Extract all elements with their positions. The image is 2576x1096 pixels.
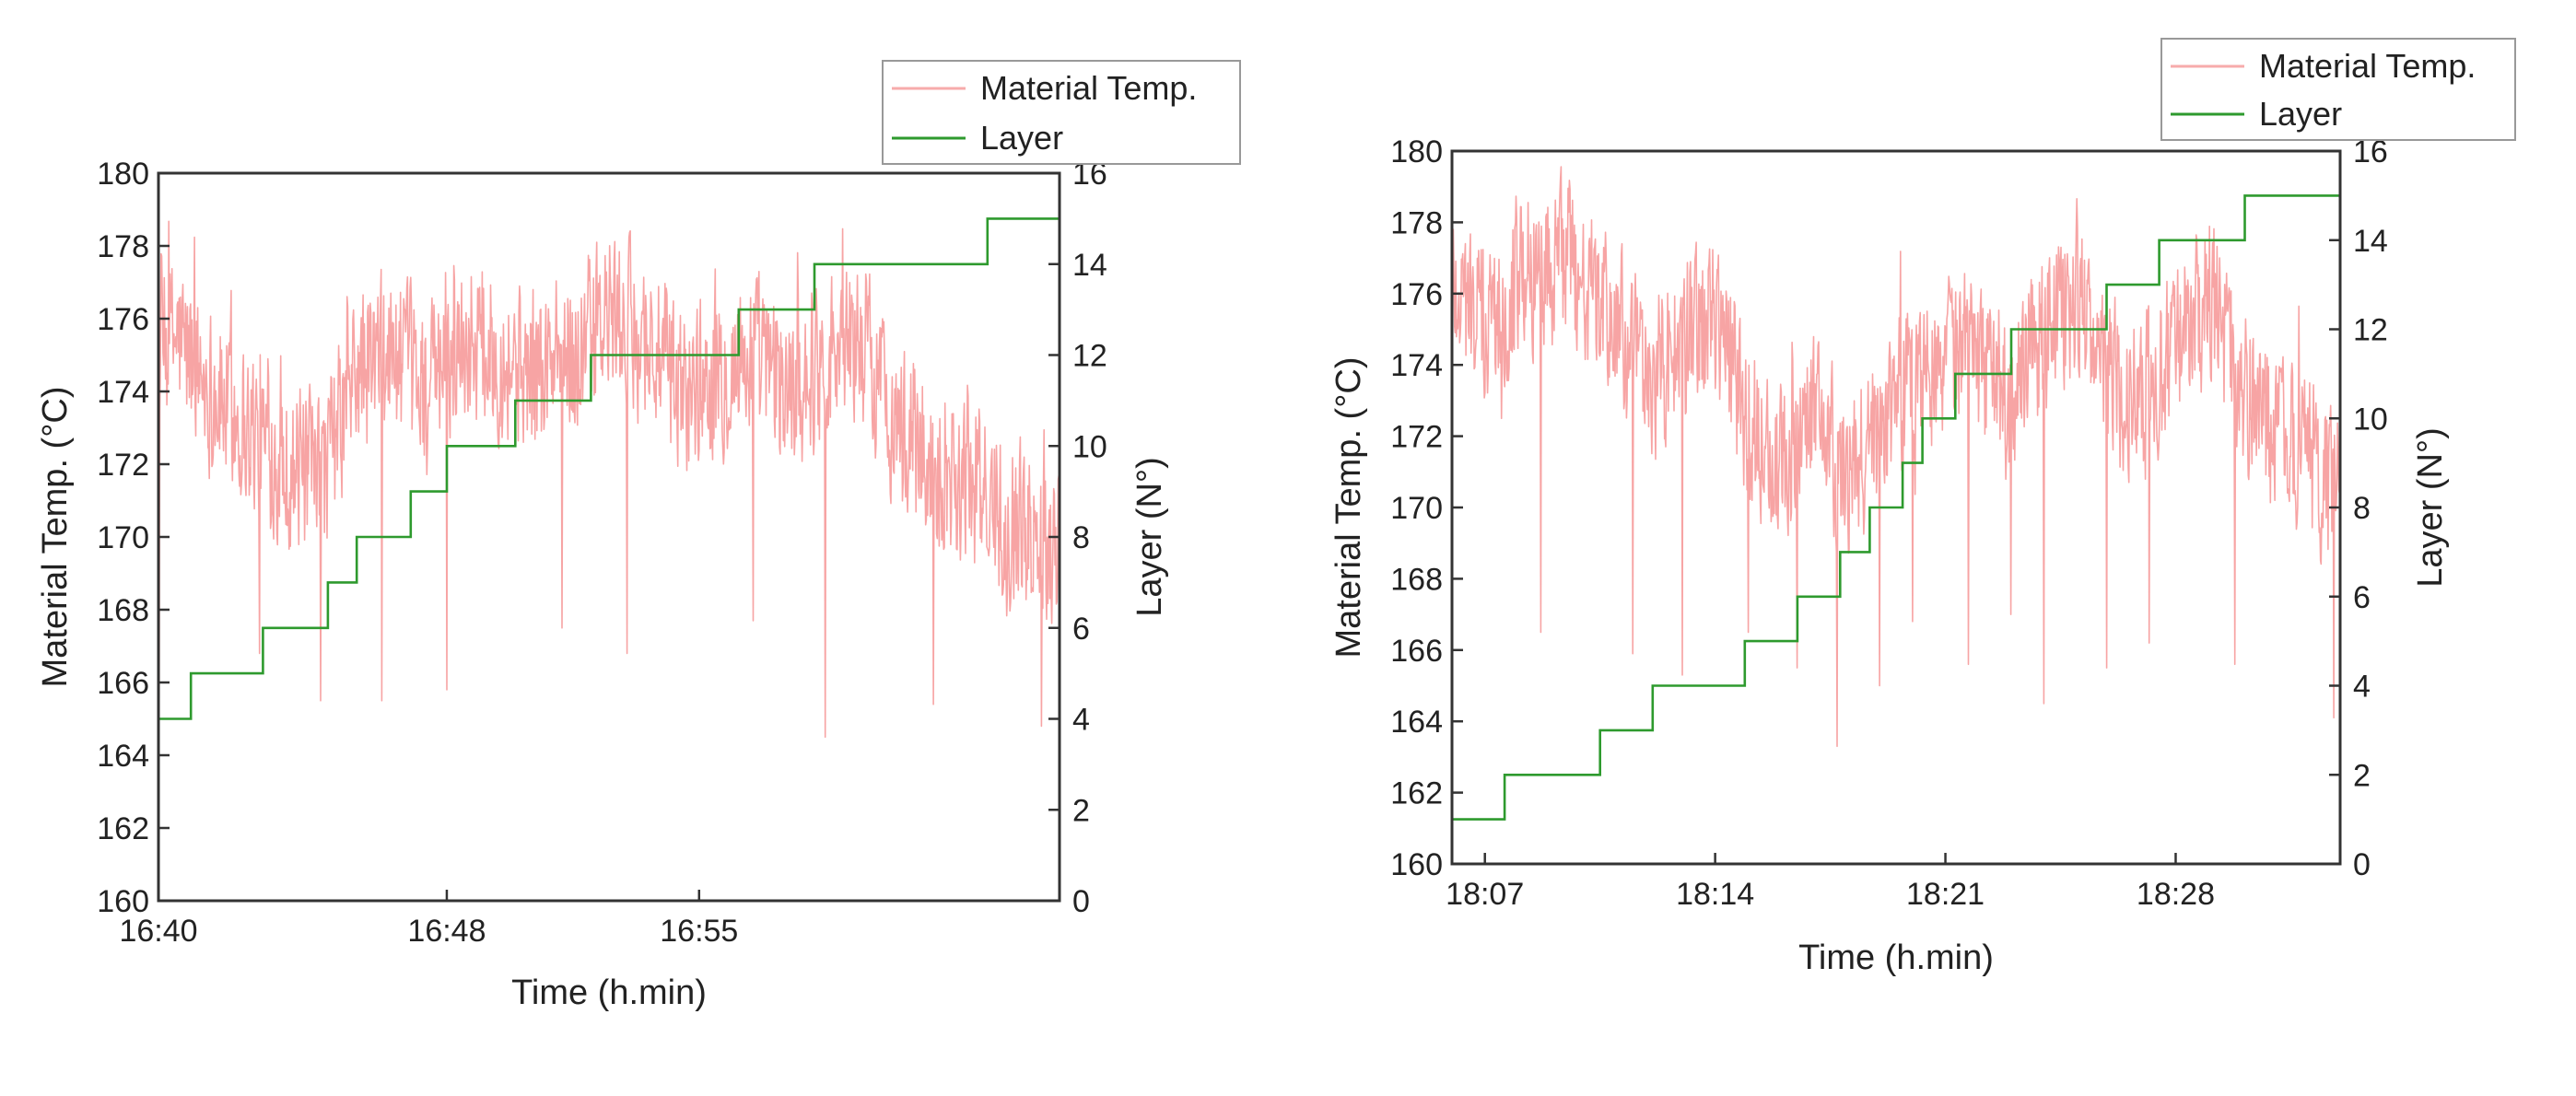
axes-left: 160 162 164 166 168 170 172 174 176 178 180 0 2 4 6 8 10… [97, 157, 1107, 949]
y2-tick-label-left-14: 14 [1072, 248, 1107, 283]
y-tick-label-left-176: 176 [97, 302, 149, 337]
layer-series-line-left [157, 217, 1060, 856]
y-axis-title-left: Material Temp. (°C) [36, 386, 75, 687]
legend-box-left [882, 60, 1241, 165]
y2-tick-label-left-4: 4 [1072, 703, 1090, 738]
x-tick-label-right-3: 18:28 [2137, 877, 2215, 912]
x-tick-label-right-0: 18:07 [1446, 877, 1524, 912]
y2-tick-label-right-8: 8 [2353, 491, 2371, 526]
legend-label-layer-left: Layer [980, 119, 1063, 157]
temp-series-line-left [158, 220, 1060, 739]
y2-tick-label-left-2: 2 [1072, 793, 1090, 828]
y-tick-label-right-166: 166 [1390, 634, 1443, 669]
x-tick-label-left-0: 16:40 [119, 914, 197, 949]
y-tick-label-right-168: 168 [1390, 562, 1443, 597]
y-tick-label-right-162: 162 [1390, 776, 1443, 811]
legend-box-right [2160, 38, 2516, 141]
y2-tick-label-right-12: 12 [2353, 313, 2388, 348]
y-tick-label-left-170: 170 [97, 520, 149, 555]
y-tick-label-right-174: 174 [1390, 348, 1443, 383]
y-tick-label-left-162: 162 [97, 811, 149, 846]
y-tick-label-right-180: 180 [1390, 134, 1443, 169]
legend-right: Material Temp. Layer [2160, 38, 2516, 141]
y-axis-title-right: Material Temp. (°C) [1329, 356, 1368, 658]
legend-left: Material Temp. Layer [882, 60, 1241, 165]
y-tick-label-right-160: 160 [1390, 847, 1443, 882]
legend-label-temp-left: Material Temp. [980, 69, 1197, 107]
y2-tick-label-left-8: 8 [1072, 520, 1090, 555]
axes-right: 160 162 164 166 168 170 172 174 176 178 180 0 2 4 6 8 10… [1390, 134, 2388, 912]
x-axis-title-left: Time (h.min) [511, 974, 707, 1012]
x-tick-label-right-1: 18:14 [1676, 877, 1754, 912]
y-tick-label-right-178: 178 [1390, 205, 1443, 240]
y-tick-label-left-160: 160 [97, 884, 149, 919]
y-tick-label-left-172: 172 [97, 448, 149, 483]
y2-tick-label-left-10: 10 [1072, 429, 1107, 464]
y-tick-label-left-174: 174 [97, 375, 149, 410]
chart-left: 160 162 164 166 168 170 172 174 176 178 180 0 2 4 6 8 10… [36, 60, 1241, 1012]
y2-tick-label-right-2: 2 [2353, 758, 2371, 793]
temp-series-line-right [1451, 166, 2341, 748]
layer-series-line-right [1452, 194, 2340, 821]
chart-right: 160 162 164 166 168 170 172 174 176 178 180 0 2 4 6 8 10… [1329, 38, 2516, 977]
x-tick-label-left-2: 16:55 [660, 914, 738, 949]
y2-tick-label-right-4: 4 [2353, 670, 2371, 705]
y-tick-label-right-172: 172 [1390, 420, 1443, 455]
y2-tick-label-left-6: 6 [1072, 612, 1090, 647]
legend-label-layer-right: Layer [2259, 95, 2342, 133]
y2-axis-title-left: Layer (N°) [1130, 457, 1169, 617]
y2-tick-label-left-12: 12 [1072, 339, 1107, 374]
y2-tick-label-right-6: 6 [2353, 580, 2371, 615]
y-tick-label-left-180: 180 [97, 157, 149, 192]
plot-area-right [1451, 166, 2341, 821]
y-tick-label-left-168: 168 [97, 593, 149, 628]
y2-axis-title-right: Layer (N°) [2411, 427, 2450, 588]
x-axis-title-right: Time (h.min) [1798, 939, 1994, 977]
y-tick-label-right-164: 164 [1390, 705, 1443, 740]
y2-tick-label-left-0: 0 [1072, 884, 1090, 919]
x-tick-label-left-1: 16:48 [407, 914, 486, 949]
y-tick-label-left-166: 166 [97, 666, 149, 701]
y2-tick-label-right-0: 0 [2353, 847, 2371, 882]
y2-tick-label-right-10: 10 [2353, 402, 2388, 437]
x-tick-label-right-2: 18:21 [1906, 877, 1985, 912]
y-tick-label-right-176: 176 [1390, 277, 1443, 312]
y-tick-label-left-178: 178 [97, 229, 149, 264]
legend-label-temp-right: Material Temp. [2259, 47, 2476, 85]
plot-area-left [157, 217, 1060, 856]
y-tick-label-right-170: 170 [1390, 491, 1443, 526]
y-tick-label-left-164: 164 [97, 739, 149, 774]
y2-tick-label-right-14: 14 [2353, 224, 2388, 259]
